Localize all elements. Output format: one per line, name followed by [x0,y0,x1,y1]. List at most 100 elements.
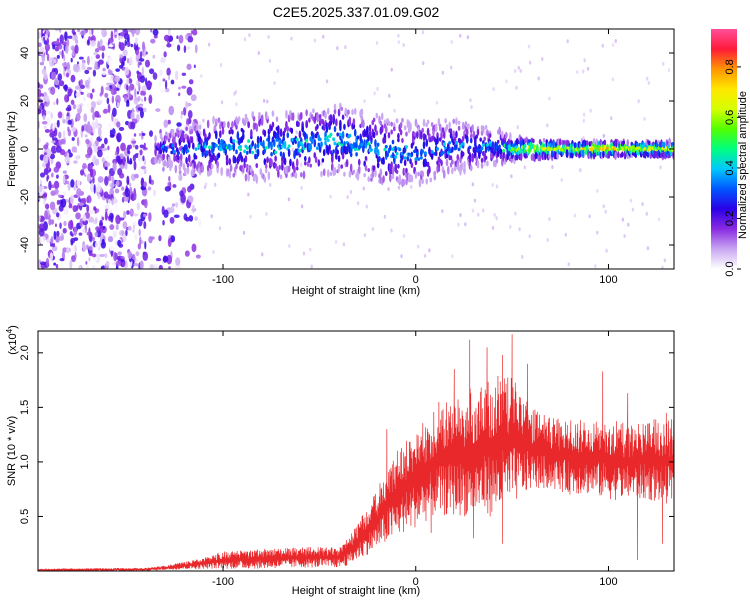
spectrogram-cell [459,213,462,218]
spectrogram-cell [481,143,485,147]
spectrogram-cell [143,168,147,175]
spectrogram-cell [573,213,577,218]
spectrogram-cell [514,211,517,216]
spectrogram-cell [604,209,607,214]
spectrogram-y-tick-label: 40 [19,47,31,59]
spectrogram-cell [54,29,60,32]
spectrogram-cell [429,177,433,183]
spectrogram-cell [178,92,181,97]
spectrogram-cell [56,98,59,106]
spectrogram-x-tick-label: -100 [212,274,234,286]
spectrogram-cell [243,149,247,154]
spectrogram-cell [167,182,170,187]
spectrogram-cell [643,116,646,121]
spectrogram-cell [90,57,96,65]
spectrogram-cell [442,169,446,179]
spectrogram-cell [282,136,286,142]
spectrogram-cell [124,66,130,76]
spectrogram-cell [198,218,202,227]
spectrogram-cell [51,140,56,144]
spectrogram-cell [46,176,49,182]
spectrogram-cell [421,170,424,178]
spectrogram-cell [217,137,221,145]
snr-x-tick-label: -100 [212,576,234,588]
spectrogram-cell [308,117,311,123]
spectrogram-cell [629,198,633,203]
spectrogram-cell [131,107,135,117]
spectrogram-cell [320,161,323,166]
spectrogram-cell [417,157,421,161]
spectrogram-cell [205,150,209,155]
spectrogram-cell [603,139,607,145]
spectrogram-cell [437,117,441,127]
spectrogram-cell [467,123,470,130]
spectrogram-cell [425,138,429,148]
spectrogram-cell [484,155,488,160]
spectrogram-cell [210,214,213,219]
spectrogram-cell [519,152,523,162]
snr-y-tick-label: 0.5 [19,509,31,524]
spectrogram-cell [422,118,426,127]
spectrogram-cell [516,146,520,151]
spectrogram-cell [111,198,114,206]
spectrogram-cell [657,217,661,222]
spectrogram-cell [387,132,391,139]
spectrogram-cell [366,126,369,135]
colorbar-tick-label: 0.2 [724,211,736,226]
spectrogram-cell [78,56,84,60]
spectrogram-cell [148,68,155,75]
spectrogram-cell [86,231,91,236]
spectrogram-cell [349,189,353,194]
spectrogram-cell [155,108,161,112]
spectrogram-cell [152,54,156,59]
snr-series-line [38,334,674,571]
spectrogram-cell [181,131,184,141]
spectrogram-cell [641,202,644,207]
spectrogram-cell [50,184,55,189]
spectrogram-cell [567,262,570,267]
spectrogram-cell [178,169,182,175]
spectrogram-cell [135,251,140,257]
spectrogram-cell [92,69,97,77]
spectrogram-cell [101,143,105,149]
spectrogram-cell [175,201,179,208]
spectrogram-cell [82,228,86,233]
spectrogram-cell [564,232,567,237]
spectrogram-cell [45,203,50,210]
spectrogram-cell [582,118,586,123]
spectrogram-cell [332,113,335,123]
spectrogram-cell [282,151,286,161]
spectrogram-y-tick-label: 20 [19,95,31,107]
spectrogram-cell [124,161,128,170]
spectrogram-cell [609,116,613,121]
spectrogram-cell [45,257,50,267]
spectrogram-cell [112,107,117,118]
spectrogram-cell [552,139,555,149]
spectrogram-cell [286,132,290,139]
spectrogram-cell [167,119,171,125]
spectrogram-cell [259,135,263,142]
spectrogram-cell [546,123,549,128]
spectrogram-cell [93,184,96,194]
spectrogram-cell [349,163,353,173]
spectrogram-cell [480,162,484,169]
spectrogram-cell [621,151,624,158]
spectrogram-cell [57,111,63,119]
spectrogram-cell [287,144,291,148]
spectrogram-cell [53,262,57,266]
spectrogram-cell [74,155,81,160]
spectrogram-cell [78,202,85,206]
spectrogram-cell [124,187,130,198]
spectrogram-cell [190,129,194,134]
spectrogram-cell [132,154,136,162]
spectrogram-cell [389,144,392,152]
spectrogram-cell [176,35,179,40]
spectrogram-cell [399,129,403,136]
spectrogram-cell [118,41,122,49]
spectrogram-cell [341,152,345,160]
spectrogram-cell [165,80,168,90]
spectrogram-cell [162,166,165,172]
spectrogram-cell [92,257,99,262]
spectrogram-cell [110,74,115,84]
spectrogram-cell [115,68,120,72]
